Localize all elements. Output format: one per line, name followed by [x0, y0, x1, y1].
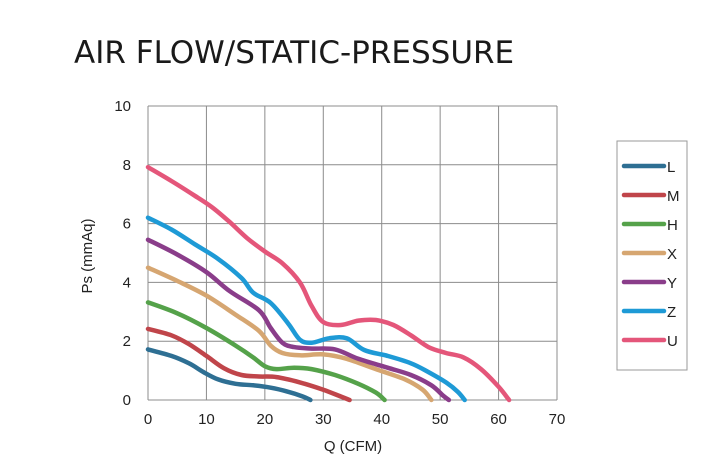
y-tick-label-5: 10	[114, 98, 131, 115]
y-axis-label: Ps (mmAq)	[79, 218, 96, 293]
y-tick-label-2: 4	[123, 274, 131, 291]
legend-label-l: L	[667, 159, 675, 176]
x-tick-label-4: 40	[373, 411, 390, 428]
x-tick-label-1: 10	[198, 411, 215, 428]
series-line-z	[145, 215, 467, 403]
x-tick-label-6: 60	[490, 411, 507, 428]
y-tick-label-4: 8	[123, 157, 131, 174]
series-line-y	[145, 237, 452, 403]
x-tick-label-7: 70	[549, 411, 566, 428]
x-tick-label-0: 0	[144, 411, 152, 428]
legend-label-u: U	[667, 333, 678, 350]
series-line-m	[145, 326, 352, 403]
chart-title: AIR FLOW/STATIC-PRESSURE	[74, 35, 514, 71]
x-tick-label-5: 50	[432, 411, 449, 428]
y-tick-label-0: 0	[123, 392, 131, 409]
series-line-h	[145, 300, 387, 403]
y-tick-label-1: 2	[123, 333, 131, 350]
legend-label-y: Y	[667, 275, 677, 292]
legend-label-x: X	[667, 246, 677, 263]
y-tick-labels: 0 2 4 6 8 10	[114, 98, 131, 409]
legend-label-h: H	[667, 217, 678, 234]
legend-box	[616, 140, 688, 371]
series-lines	[145, 164, 512, 403]
x-axis-label: Q (CFM)	[324, 438, 382, 455]
series-line-u	[145, 164, 512, 403]
series-line-l	[145, 347, 313, 403]
x-tick-label-3: 30	[315, 411, 332, 428]
x-tick-label-2: 20	[257, 411, 274, 428]
x-tick-labels: 0 10 20 30 40 50 60 70	[144, 411, 566, 428]
y-tick-label-3: 6	[123, 216, 131, 233]
series-line-x	[145, 265, 434, 403]
legend-label-m: M	[667, 188, 680, 205]
legend-label-z: Z	[667, 304, 676, 321]
